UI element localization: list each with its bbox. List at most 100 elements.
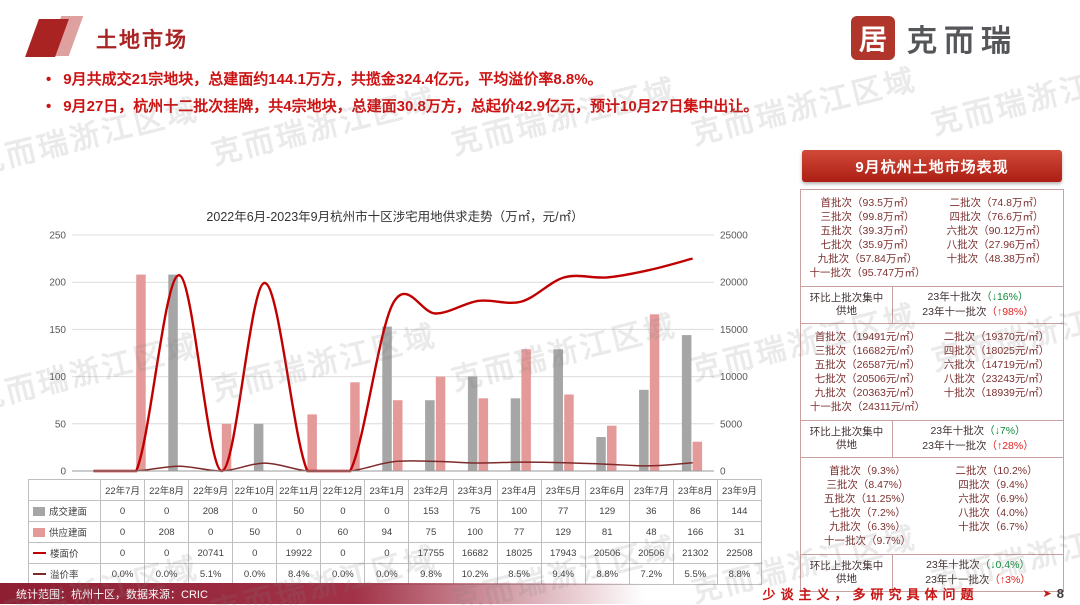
cell-supplied-area: 50: [232, 521, 278, 543]
svg-text:15000: 15000: [720, 325, 748, 336]
mom-value: 23年十一批次（↑98%）: [922, 306, 1034, 318]
chart-section: 2022年6月-2023年9月杭州市十区涉宅用地供求走势（万㎡，元/㎡） 0 50…: [28, 206, 763, 585]
panel-mom-row-0: 环比上批次集中供地 23年十批次（↓16%） 23年十一批次（↑98%）: [801, 287, 1063, 324]
legend-supplied-area-swatch: [33, 528, 45, 537]
bar-transacted-area: [510, 398, 521, 471]
batch-item: 十批次（6.7%）: [958, 521, 1035, 533]
cell-floor-price: 21302: [672, 542, 718, 564]
series-label: 供应建面: [28, 521, 101, 543]
month-label: 23年6月: [584, 479, 630, 501]
batch-item: 二批次（10.2%）: [955, 465, 1038, 477]
cell-floor-price: 17943: [540, 542, 586, 564]
batch-item: 十一批次（95.747万㎡）: [809, 267, 926, 279]
svg-text:250: 250: [49, 231, 66, 242]
slide-footer: 统计范围：杭州十区，数据来源：CRIC 少谈主义，多研究具体问题 ➤ 8: [0, 582, 1080, 605]
svg-text:100: 100: [49, 372, 66, 383]
svg-text:0: 0: [720, 467, 726, 478]
bar-supplied-area: [136, 274, 146, 471]
month-label: 22年10月: [232, 479, 278, 501]
cell-transacted-area: 86: [672, 500, 718, 522]
month-label: 23年2月: [408, 479, 454, 501]
cell-floor-price: 0: [320, 542, 366, 564]
panel-batch-list-1: 首批次（19491元/㎡） 三批次（16682元/㎡） 五批次（26587元/㎡） 七…: [801, 324, 1063, 421]
batch-item: 九批次（6.3%）: [829, 521, 906, 533]
cell-supplied-area: 208: [144, 521, 190, 543]
cell-transacted-area: 0: [320, 500, 366, 522]
cell-transacted-area: 0: [232, 500, 278, 522]
page-number: 8: [1056, 586, 1064, 601]
chart-svg: 0 50 100 150 200 250 0 5000 10000 15000 20000 25000: [49, 231, 748, 478]
mom-value: 23年十批次（↓7%）: [930, 425, 1026, 437]
batch-item: 八批次（23243元/㎡）: [943, 373, 1050, 385]
cell-supplied-area: 0: [99, 521, 146, 543]
cric-seal-icon: 居: [851, 16, 895, 60]
month-label: 23年3月: [452, 479, 498, 501]
month-label: 22年12月: [320, 479, 366, 501]
footer-motto: 少谈主义，多研究具体问题: [762, 587, 979, 602]
september-market-panel: 9月杭州土地市场表现 首批次（93.5万㎡） 三批次（99.8万㎡） 五批次（39.…: [800, 150, 1064, 592]
bullet-text-2: 9月27日，杭州十二批次挂牌，共4宗地块，总建面30.8万方，总起价42.9亿元…: [63, 97, 759, 115]
batch-item: 五批次（39.3万㎡）: [820, 225, 915, 237]
month-label: 22年9月: [188, 479, 234, 501]
bar-supplied-area: [307, 414, 317, 471]
month-label: 22年7月: [99, 479, 146, 501]
bar-supplied-area: [564, 394, 574, 471]
bullet-marker: •: [46, 97, 52, 115]
batch-column: 二批次（10.2%） 四批次（9.4%） 六批次（6.9%） 八批次（4.0%） 十批次…: [932, 464, 1061, 548]
bar-transacted-area: [425, 400, 435, 471]
batch-item: 七批次（20506元/㎡）: [814, 373, 921, 385]
series-label: 楼面价: [28, 542, 101, 564]
svg-text:200: 200: [49, 278, 66, 289]
batch-item: 六批次（14719元/㎡）: [943, 359, 1050, 371]
cell-floor-price: 0: [364, 542, 410, 564]
bar-supplied-area: [521, 349, 531, 471]
cell-supplied-area: 0: [276, 521, 322, 543]
delta-up: （↑3%）: [989, 574, 1031, 586]
panel-mom-row-1: 环比上批次集中供地 23年十批次（↓7%） 23年十一批次（↑28%）: [801, 421, 1063, 458]
batch-item: 十批次（18939元/㎡）: [943, 387, 1050, 399]
mom-value: 23年十批次（↓16%）: [927, 291, 1029, 303]
batch-column: 首批次（19491元/㎡） 三批次（16682元/㎡） 五批次（26587元/㎡） 七…: [803, 330, 932, 414]
month-label: 23年8月: [672, 479, 718, 501]
legend-transacted-area-swatch: [33, 507, 45, 516]
cell-transacted-area: 153: [408, 500, 454, 522]
cell-supplied-area: 81: [584, 521, 630, 543]
chart-title: 2022年6月-2023年9月杭州市十区涉宅用地供求走势（万㎡，元/㎡）: [206, 210, 584, 224]
panel-table: 首批次（93.5万㎡） 三批次（99.8万㎡） 五批次（39.3万㎡） 七批次（35.…: [800, 189, 1064, 592]
month-header-row: 22年7月 22年8月 22年9月 22年10月 22年11月 22年12月 23年1月 23…: [28, 479, 763, 501]
batch-item: 八批次（4.0%）: [958, 507, 1035, 519]
svg-text:5000: 5000: [720, 419, 743, 430]
batch-item: 三批次（16682元/㎡）: [814, 345, 921, 357]
cell-supplied-area: 94: [364, 521, 410, 543]
bar-transacted-area: [639, 389, 649, 471]
batch-item: 六批次（90.12万㎡）: [946, 225, 1047, 237]
bar-transacted-area: [596, 437, 606, 471]
batch-item: 二批次（19370元/㎡）: [943, 331, 1050, 343]
bar-transacted-area: [467, 376, 478, 471]
month-label: 23年4月: [496, 479, 542, 501]
cell-premium-rate: 7.2%: [628, 563, 674, 585]
footer-source-bar: 统计范围：杭州十区，数据来源：CRIC: [0, 583, 645, 604]
bullet-text-1: 9月共成交21宗地块，总建面约144.1万方，共揽金324.4亿元，平均溢价率8…: [63, 71, 603, 88]
month-label: 23年1月: [364, 479, 410, 501]
svg-text:25000: 25000: [720, 231, 748, 242]
delta-up: （↑98%）: [986, 306, 1034, 318]
batch-item: 十批次（48.38万㎡）: [946, 253, 1047, 265]
panel-title: 9月杭州土地市场表现: [802, 150, 1062, 182]
cric-logo: 居 克而瑞: [851, 16, 1018, 60]
series-label: 成交建面: [28, 500, 101, 522]
delta-down: （↓0.4%）: [979, 559, 1030, 571]
batch-item: 九批次（57.84万㎡）: [817, 253, 918, 265]
cric-logo-text: 克而瑞: [907, 25, 1018, 58]
cell-floor-price: 20506: [628, 542, 674, 564]
bar-supplied-area: [692, 441, 703, 471]
bar-transacted-area: [168, 274, 178, 471]
cell-supplied-area: 77: [496, 521, 542, 543]
batch-item: 五批次（11.25%）: [823, 493, 912, 505]
cell-floor-price: 0: [99, 542, 146, 564]
batch-column: 首批次（9.3%） 三批次（8.47%） 五批次（11.25%） 七批次（7.2%） 九…: [803, 464, 932, 548]
batch-item: 九批次（20363元/㎡）: [814, 387, 921, 399]
cell-transacted-area: 0: [99, 500, 146, 522]
cell-floor-price: 20741: [188, 542, 234, 564]
delta-up: （↑28%）: [986, 440, 1034, 452]
